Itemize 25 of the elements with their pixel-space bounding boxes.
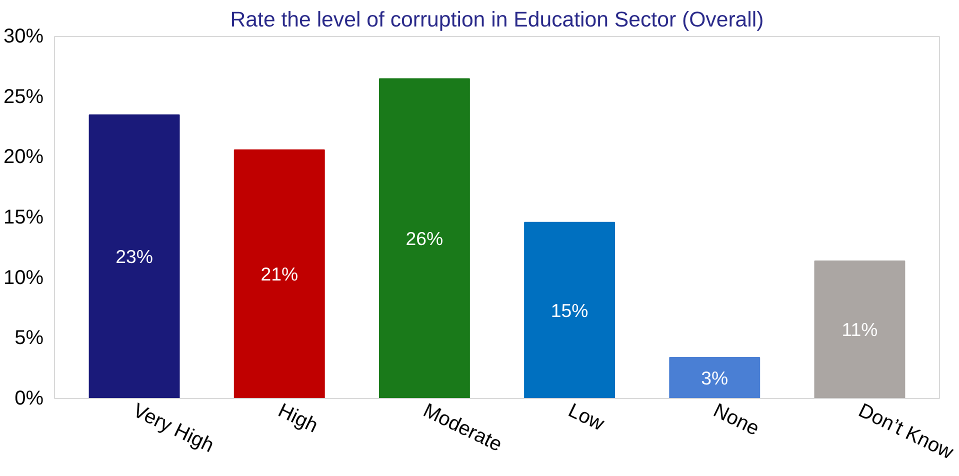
data-label: 11%	[842, 319, 878, 340]
data-label: 3%	[701, 367, 728, 388]
data-label: 26%	[406, 228, 444, 250]
bar	[814, 260, 906, 398]
x-tick-label: Don’t Know	[854, 400, 958, 464]
data-label: 21%	[260, 264, 298, 285]
y-tick-label: 25%	[3, 86, 44, 108]
data-label: 15%	[550, 300, 588, 321]
y-tick-label: 5%	[14, 327, 44, 350]
y-tick-label: 15%	[3, 206, 44, 228]
bar	[378, 78, 470, 398]
x-tick-label: High	[274, 400, 322, 438]
y-tick-label: 30%	[3, 26, 44, 48]
x-tick-label: Low	[564, 400, 608, 436]
bar	[524, 222, 616, 398]
y-tick-label: 10%	[3, 266, 44, 289]
y-tick-label: 0%	[14, 388, 44, 410]
x-tick-label: None	[710, 400, 762, 440]
bar	[234, 149, 325, 398]
chart-title: Rate the level of corruption in Education Sector (Overall)	[230, 8, 764, 32]
data-label: 23%	[116, 246, 153, 268]
x-tick-label: Very High	[130, 400, 218, 458]
bar	[669, 356, 760, 398]
y-tick-label: 20%	[3, 146, 44, 168]
bar	[88, 114, 180, 398]
